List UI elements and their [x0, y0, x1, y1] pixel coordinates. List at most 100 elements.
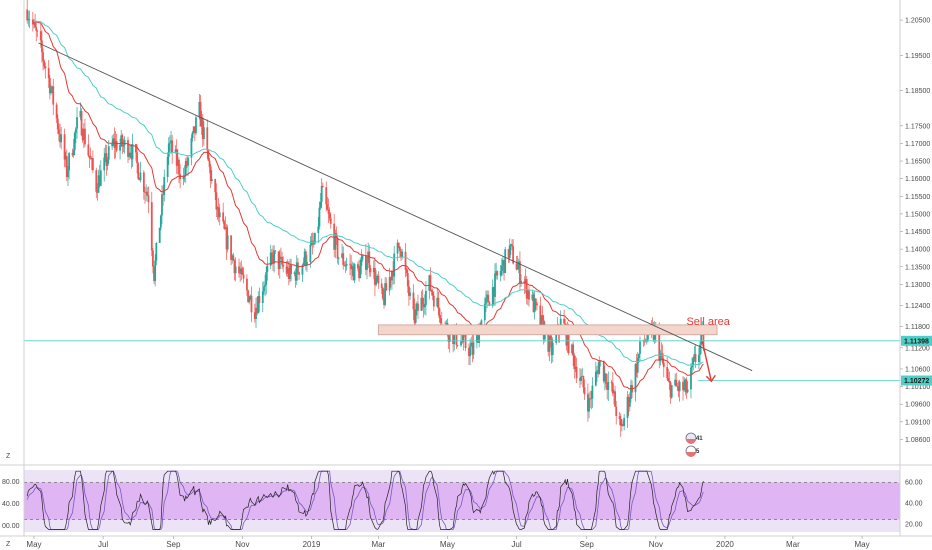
candle-body	[201, 117, 204, 140]
event-badge[interactable]: 5	[685, 445, 700, 457]
downtrend-line[interactable]	[38, 42, 753, 372]
candle	[225, 224, 228, 261]
candle	[456, 344, 459, 348]
candle-body	[453, 331, 456, 345]
candle	[372, 260, 375, 280]
candle-body	[272, 254, 274, 264]
candle-body	[607, 382, 610, 391]
candle-body	[264, 284, 266, 287]
candle	[31, 11, 34, 32]
sell-zone[interactable]	[377, 324, 718, 336]
candle-body	[676, 385, 679, 387]
candle-body	[206, 127, 209, 151]
candle-body	[388, 277, 391, 291]
price-axis-label: 1.20500	[905, 18, 930, 25]
candle	[438, 307, 441, 323]
candle	[415, 301, 418, 316]
rsi-panel[interactable]	[24, 470, 900, 532]
candle-body	[572, 344, 575, 356]
candle-body	[161, 194, 163, 216]
candle-body	[598, 361, 601, 375]
candle	[218, 203, 221, 226]
candle	[106, 157, 109, 171]
candle-body	[202, 127, 205, 140]
price-axis-label: 1.17000	[905, 141, 930, 148]
rsi-axis[interactable]: 60.00 40.00 20.00 80.00 40.00 00.00	[2, 479, 923, 530]
candle-body	[500, 265, 503, 271]
candle	[406, 268, 409, 293]
candle	[381, 286, 384, 301]
candle	[669, 381, 672, 404]
candle	[350, 255, 353, 281]
price-axis[interactable]: 1.20500 1.19500 1.18500 1.17500 1.17000 1.165…	[900, 18, 930, 444]
candle-body	[135, 144, 137, 153]
candle-body	[50, 89, 52, 94]
candle-body	[99, 170, 102, 186]
candle-body	[97, 175, 100, 193]
candle	[28, 10, 31, 29]
candle-body	[84, 128, 86, 145]
candle-body	[447, 334, 450, 342]
candle	[257, 291, 260, 314]
candle	[437, 291, 440, 316]
candle-body	[238, 266, 240, 274]
candle-body	[502, 260, 504, 266]
candle-body	[504, 249, 507, 273]
candle	[175, 139, 178, 174]
candle	[285, 260, 288, 277]
candle-body	[68, 153, 70, 171]
candle	[335, 226, 338, 246]
candle-body	[72, 150, 75, 156]
candle-body	[555, 332, 558, 343]
time-axis-label: Sep	[166, 540, 181, 549]
candle	[224, 216, 227, 230]
candle	[374, 257, 376, 297]
candle	[628, 392, 631, 412]
candle-body	[144, 191, 146, 193]
candle	[71, 148, 74, 157]
candle-body	[375, 278, 377, 285]
candle-body	[328, 213, 331, 219]
candle	[661, 344, 664, 365]
event-badge[interactable]: 41	[685, 432, 703, 444]
candle-body	[421, 297, 424, 304]
candle	[588, 392, 590, 419]
candle	[190, 134, 193, 166]
candle	[682, 376, 684, 401]
candle	[273, 245, 276, 273]
candle	[596, 365, 598, 383]
candle	[249, 294, 252, 301]
candle-body	[182, 175, 185, 180]
candle-body	[51, 86, 54, 90]
candle-body	[488, 302, 491, 306]
time-axis[interactable]: May Jul Sep Nov 2019 Mar May Jul Sep Nov 2020 Mar Ma…	[26, 536, 870, 549]
price-panel[interactable]: Sell area 41 5	[24, 0, 900, 462]
candle	[683, 376, 686, 392]
candle	[635, 353, 638, 378]
candle-body	[318, 207, 321, 227]
candle	[128, 145, 131, 161]
candle-body	[246, 278, 248, 291]
axis-corner-label: Z	[6, 541, 11, 548]
price-axis-label: 1.15500	[905, 194, 930, 201]
candle-body	[41, 40, 43, 53]
candle	[310, 233, 313, 247]
candle	[359, 257, 362, 279]
candle	[247, 289, 249, 303]
candle	[636, 351, 639, 378]
candle-body	[257, 296, 260, 314]
candle-body	[414, 309, 417, 323]
candle-body	[91, 158, 94, 171]
candle-body	[531, 294, 534, 300]
candle	[328, 207, 331, 221]
candle-body	[437, 297, 440, 309]
candle	[103, 147, 106, 182]
candle	[468, 343, 470, 366]
candle	[495, 262, 498, 280]
candle-body	[618, 416, 621, 419]
candle	[571, 343, 573, 356]
candle-body	[536, 303, 538, 306]
candle-body	[586, 394, 589, 412]
candle-body	[415, 303, 418, 310]
